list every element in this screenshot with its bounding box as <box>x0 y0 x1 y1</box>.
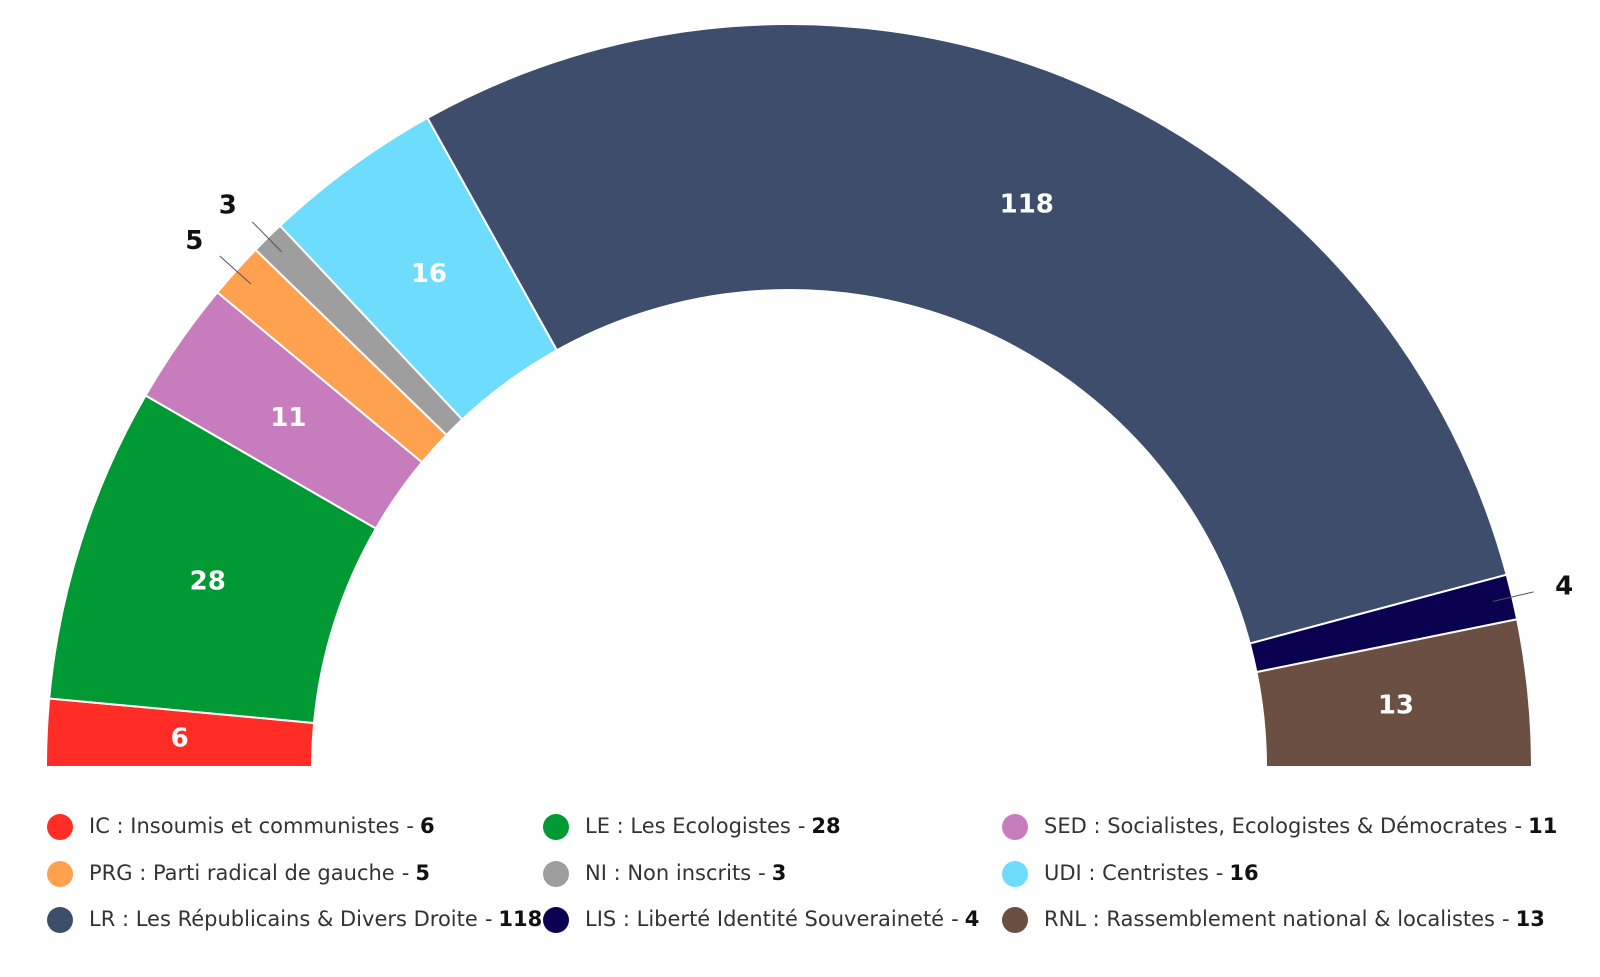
legend-name: SED : Socialistes, Ecologistes & Démocra… <box>1044 814 1508 838</box>
legend-separator: - <box>798 814 806 838</box>
segment-label: 28 <box>190 567 226 597</box>
legend-value: 3 <box>772 861 787 885</box>
legend-entry: PRG : Parti radical de gauche -5 <box>89 861 430 885</box>
legend-entry: LE : Les Ecologistes -28 <box>585 814 841 838</box>
legend-entry: LR : Les Républicains & Divers Droite -11… <box>89 907 542 931</box>
legend-swatch <box>47 861 73 887</box>
legend-value: 5 <box>415 861 430 885</box>
legend-name: LE : Les Ecologistes <box>585 814 791 838</box>
legend-name: LIS : Liberté Identité Souveraineté <box>585 907 944 931</box>
outside-label: 4 <box>1555 571 1573 601</box>
segment-label: 118 <box>1000 190 1054 220</box>
leader-line <box>1492 591 1534 602</box>
legend-swatch <box>543 814 569 840</box>
legend-name: RNL : Rassemblement national & localiste… <box>1044 907 1495 931</box>
legend-swatch <box>543 861 569 887</box>
legend-separator: - <box>1502 907 1510 931</box>
legend-name: PRG : Parti radical de gauche <box>89 861 395 885</box>
seat-segment <box>1255 618 1534 768</box>
legend-separator: - <box>402 861 410 885</box>
segment-label: 13 <box>1378 691 1414 721</box>
legend-swatch <box>543 907 569 933</box>
legend-swatch <box>47 907 73 933</box>
legend-value: 16 <box>1229 861 1258 885</box>
outside-label: 3 <box>219 191 237 221</box>
legend-swatch <box>1002 907 1028 933</box>
seat-segment <box>426 23 1508 645</box>
legend-name: NI : Non inscrits <box>585 861 751 885</box>
legend-swatch <box>1002 861 1028 887</box>
legend-name: IC : Insoumis et communistes <box>89 814 399 838</box>
legend-value: 13 <box>1516 907 1545 931</box>
legend-separator: - <box>1216 861 1224 885</box>
segment-label: 16 <box>411 259 447 289</box>
legend-entry: UDI : Centristes -16 <box>1044 861 1259 885</box>
legend-separator: - <box>406 814 414 838</box>
outside-label: 5 <box>185 226 203 256</box>
legend-entry: RNL : Rassemblement national & localiste… <box>1044 907 1545 931</box>
legend-separator: - <box>485 907 493 931</box>
legend-entry: LIS : Liberté Identité Souveraineté -4 <box>585 907 979 931</box>
legend-separator: - <box>1515 814 1523 838</box>
segment-label: 6 <box>171 723 189 753</box>
legend-entry: SED : Socialistes, Ecologistes & Démocra… <box>1044 814 1557 838</box>
legend-name: UDI : Centristes <box>1044 861 1209 885</box>
legend-value: 11 <box>1528 814 1557 838</box>
legend-name: LR : Les Républicains & Divers Droite <box>89 907 478 931</box>
legend-value: 118 <box>498 907 542 931</box>
legend-separator: - <box>951 907 959 931</box>
leader-line <box>251 221 283 253</box>
legend-value: 28 <box>811 814 840 838</box>
legend-value: 6 <box>420 814 435 838</box>
legend-separator: - <box>758 861 766 885</box>
legend-entry: NI : Non inscrits -3 <box>585 861 786 885</box>
legend-swatch <box>47 814 73 840</box>
leader-line <box>219 255 252 285</box>
legend-value: 4 <box>965 907 980 931</box>
legend-entry: IC : Insoumis et communistes -6 <box>89 814 435 838</box>
legend-swatch <box>1002 814 1028 840</box>
segment-label: 11 <box>270 403 306 433</box>
